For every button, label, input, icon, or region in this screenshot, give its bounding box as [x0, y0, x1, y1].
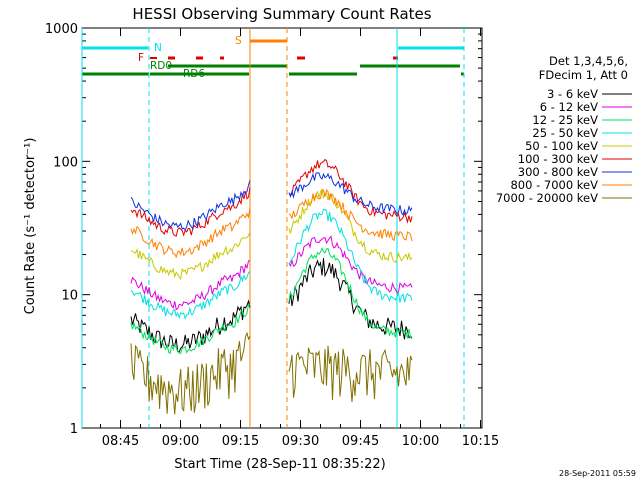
series-line: [130, 207, 251, 259]
x-tick-label: 09:45: [342, 434, 379, 449]
legend-label: 7000 - 20000 keV: [496, 191, 598, 205]
y-tick-label: 10: [61, 289, 78, 304]
legend-header-2: FDecim 1, Att 0: [539, 68, 628, 82]
x-tick-label: 09:00: [162, 434, 199, 449]
series-line: [130, 331, 251, 415]
series-line: [288, 158, 413, 224]
legend-label: 12 - 25 keV: [532, 113, 598, 127]
flag-label-s: S: [235, 35, 242, 47]
series-line: [130, 180, 251, 231]
y-tick-label: 1000: [45, 22, 78, 37]
legend-label: 25 - 50 keV: [532, 126, 598, 140]
legend-label: 3 - 6 keV: [547, 87, 598, 101]
x-tick-label: 10:00: [402, 434, 439, 449]
series-line: [288, 247, 413, 340]
x-tick-label: 10:15: [462, 434, 499, 449]
flag-label-rd0: RD0: [150, 60, 172, 72]
legend-label: 800 - 7000 keV: [510, 178, 598, 192]
legend: Det 1,3,4,5,6, FDecim 1, Att 0 3 - 6 keV…: [496, 54, 632, 205]
series-line: [130, 271, 251, 321]
series-line: [130, 187, 251, 237]
x-axis-label: Start Time (28-Sep-11 08:35:22): [174, 457, 385, 472]
legend-label: 50 - 100 keV: [525, 139, 598, 153]
series-line: [288, 208, 413, 303]
flag-label-n: N: [154, 42, 162, 54]
y-tick-label: 100: [53, 155, 78, 170]
series-line: [130, 304, 251, 355]
y-axis-label: Count Rate (s⁻¹ detector⁻¹): [23, 138, 38, 315]
legend-label: 6 - 12 keV: [540, 100, 598, 114]
series-line: [130, 260, 251, 311]
x-tick-label: 08:45: [102, 434, 139, 449]
y-tick-label: 1: [70, 422, 78, 437]
x-tick-label: 09:30: [282, 434, 319, 449]
plot-area: [81, 27, 483, 429]
series-line: [288, 188, 413, 242]
flag-label-f: F: [138, 52, 144, 64]
legend-label: 300 - 800 keV: [518, 165, 598, 179]
plot-frame: [81, 27, 483, 429]
legend-label: 100 - 300 keV: [518, 152, 598, 166]
series-line: [288, 235, 413, 294]
timestamp: 28-Sep-2011 05:59: [559, 469, 636, 478]
series-line: [288, 258, 413, 340]
series-line: [288, 345, 413, 403]
series-line: [130, 231, 251, 281]
x-tick-label: 09:15: [222, 434, 259, 449]
flag-label-rd6: RD6: [183, 68, 205, 80]
chart-title: HESSI Observing Summary Count Rates: [132, 5, 431, 23]
series-line: [288, 172, 413, 216]
legend-header-1: Det 1,3,4,5,6,: [549, 54, 628, 68]
